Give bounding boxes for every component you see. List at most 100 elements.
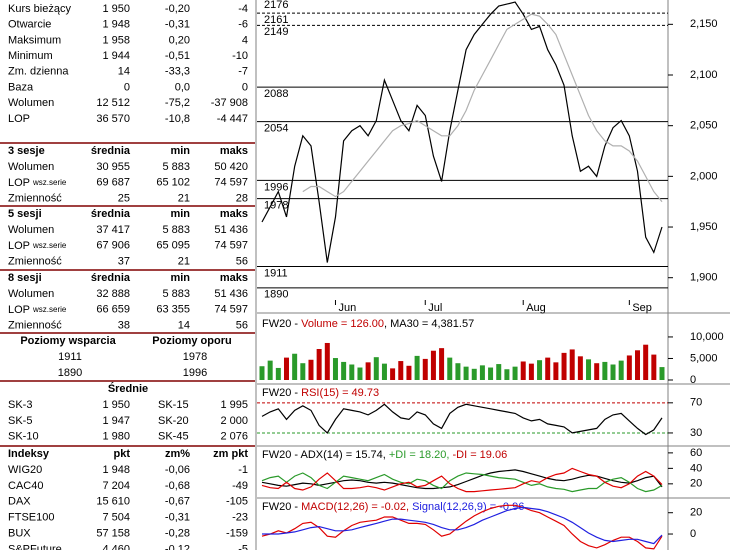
column-header: min bbox=[170, 272, 190, 284]
series-line bbox=[302, 13, 663, 203]
cell: 1 944 bbox=[102, 50, 130, 62]
cell: 15 610 bbox=[96, 496, 130, 508]
row-label: Wolumen bbox=[8, 288, 54, 300]
volume-bar bbox=[430, 350, 436, 380]
row-label: Zmienność bbox=[8, 320, 62, 332]
volume-bar bbox=[373, 357, 379, 380]
cell: -0,20 bbox=[165, 3, 190, 15]
cell: 1 995 bbox=[220, 399, 248, 411]
volume-bar bbox=[422, 358, 428, 380]
label: Zmienność bbox=[8, 193, 62, 205]
column-header: średnia bbox=[91, 145, 131, 157]
cell: 7 204 bbox=[102, 480, 130, 492]
cell: 69 687 bbox=[96, 177, 130, 189]
row-label: Otwarcie bbox=[8, 19, 51, 31]
row-label: LOP wsz.serie bbox=[8, 240, 67, 252]
title-part: FW20 - bbox=[262, 501, 301, 513]
cell: 65 095 bbox=[156, 240, 190, 252]
volume-bar bbox=[610, 364, 616, 380]
cell: 51 436 bbox=[214, 224, 248, 236]
volume-bar bbox=[651, 354, 657, 380]
row-label: Baza bbox=[8, 81, 34, 93]
y-tick-label: 1,950 bbox=[690, 221, 718, 233]
cell: 0,20 bbox=[169, 34, 190, 46]
cell: 37 417 bbox=[96, 224, 130, 236]
volume-bar bbox=[463, 366, 469, 380]
panel-title: FW20 - MACD(12,26) = -0.02, Signal(12,26… bbox=[262, 501, 524, 513]
cell: 25 bbox=[118, 193, 130, 205]
cell: 57 158 bbox=[96, 528, 130, 540]
row-label: Minimum bbox=[8, 50, 53, 62]
cell: 1978 bbox=[183, 351, 207, 363]
label: Wolumen bbox=[8, 224, 54, 236]
cell: -0,31 bbox=[165, 19, 190, 31]
title-part: FW20 - bbox=[262, 449, 301, 461]
column-header: Poziomy oporu bbox=[152, 335, 231, 347]
cell: -4 447 bbox=[217, 113, 248, 125]
row-label: Zmienność bbox=[8, 193, 62, 205]
column-header: średnia bbox=[91, 272, 131, 284]
row-label: SK-20 bbox=[158, 415, 189, 427]
cell: 0,0 bbox=[175, 81, 190, 93]
volume-bar bbox=[626, 355, 632, 380]
volume-bar bbox=[300, 363, 306, 380]
level-label: 2161 bbox=[264, 14, 288, 26]
label: LOP bbox=[8, 240, 30, 252]
level-label: 2149 bbox=[264, 26, 288, 38]
column-header: maks bbox=[220, 272, 248, 284]
y-tick-label: 60 bbox=[690, 447, 702, 459]
cell: 1 980 bbox=[102, 431, 130, 443]
volume-bar bbox=[488, 367, 494, 380]
title-part: FW20 - bbox=[262, 387, 301, 399]
section-header: 3 sesje bbox=[8, 145, 45, 157]
y-tick-label: 20 bbox=[690, 478, 702, 490]
cell: 1 948 bbox=[102, 19, 130, 31]
cell: -0,67 bbox=[165, 496, 190, 508]
volume-bar bbox=[439, 348, 445, 380]
cell: -1 bbox=[238, 464, 248, 476]
volume-bar bbox=[528, 363, 534, 380]
column-header: maks bbox=[220, 145, 248, 157]
cell: 5 883 bbox=[162, 288, 190, 300]
label: Wolumen bbox=[8, 288, 54, 300]
cell: -0,06 bbox=[165, 464, 190, 476]
row-label: Wolumen bbox=[8, 97, 54, 109]
title-part: RSI(15) = 49.73 bbox=[301, 387, 379, 399]
cell: 21 bbox=[178, 256, 190, 268]
label: LOP bbox=[8, 177, 30, 189]
volume-bar bbox=[643, 344, 649, 380]
row-label: Maksimum bbox=[8, 34, 61, 46]
cell: 2 000 bbox=[220, 415, 248, 427]
cell: -5 bbox=[238, 543, 248, 550]
y-tick-label: 5,000 bbox=[690, 352, 718, 364]
row-label: S&PFuture bbox=[8, 543, 62, 550]
volume-bar bbox=[259, 366, 265, 380]
volume-bar bbox=[381, 363, 387, 380]
series-line bbox=[261, 403, 663, 436]
volume-bar bbox=[537, 360, 543, 380]
cell: 63 355 bbox=[156, 304, 190, 316]
row-label: WIG20 bbox=[8, 464, 42, 476]
cell: 38 bbox=[118, 320, 130, 332]
title-part: FW20 - bbox=[262, 318, 301, 330]
volume-bar bbox=[341, 361, 347, 380]
row-label: DAX bbox=[8, 496, 31, 508]
y-tick-label: 10,000 bbox=[690, 331, 724, 343]
label-note: wsz.serie bbox=[32, 305, 67, 314]
row-label: SK-10 bbox=[8, 431, 39, 443]
column-header: zm pkt bbox=[213, 448, 248, 460]
volume-bar bbox=[553, 362, 559, 380]
title-part: +DI = 18.20, bbox=[389, 449, 453, 461]
cell: 50 420 bbox=[214, 161, 248, 173]
volume-bar bbox=[602, 361, 608, 380]
volume-bar bbox=[349, 364, 355, 380]
panel-title: FW20 - Volume = 126.00, MA30 = 4,381.57 bbox=[262, 318, 474, 330]
cell: 37 bbox=[118, 256, 130, 268]
level-label: 1911 bbox=[264, 267, 288, 279]
volume-bar bbox=[594, 363, 600, 380]
cell: 1 947 bbox=[102, 415, 130, 427]
series-line bbox=[262, 506, 663, 545]
cell: 36 570 bbox=[96, 113, 130, 125]
volume-bar bbox=[406, 365, 412, 380]
